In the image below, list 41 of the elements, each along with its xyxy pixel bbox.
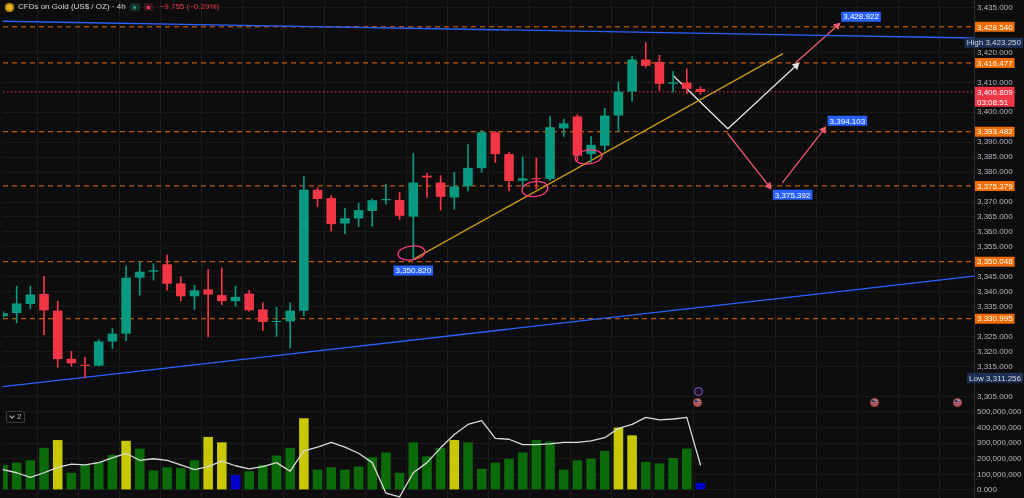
y-tick-label: 3,320.000 — [977, 346, 1014, 356]
y-tick-label: 3,315.000 — [977, 361, 1014, 371]
chart-title: CFDs on Gold (US$ / OZ) · 4h — [18, 2, 126, 12]
toggle-button: 2 — [6, 411, 26, 423]
ref-line-label: 3,406.809 03:08:51 — [977, 87, 1014, 107]
annotation: Low 3,311.256 — [969, 373, 1022, 383]
ref-line-label: 3,330.995 — [977, 314, 1014, 324]
y-tick-label: 3,435.000 — [977, 2, 1014, 12]
y-tick-label: 3,380.000 — [977, 167, 1014, 177]
y-tick-label: 3,355.000 — [977, 242, 1014, 252]
y-tick-label: 3,385.000 — [977, 152, 1014, 162]
y-tick-label: 3,340.000 — [977, 286, 1014, 296]
y-tick-label: 3,345.000 — [977, 272, 1014, 282]
y-tick-label: 3,410.000 — [977, 77, 1014, 87]
y-tick-label: 3,390.000 — [977, 137, 1014, 147]
y-tick-label: 3,325.000 — [977, 331, 1014, 341]
chart-subtitle: −9.755 (−0.29%) — [159, 2, 220, 12]
y-tick-label: 0.000 — [977, 485, 998, 495]
y-tick-label: 300,000,000 — [977, 438, 1023, 448]
y-tick-label: 3,305.000 — [977, 391, 1014, 401]
data-label: 3,375.392 — [774, 190, 811, 200]
data-label: 3,394.103 — [829, 116, 866, 126]
annotation: High 3,423.250 — [966, 38, 1022, 48]
ref-line-label: 3,428.540 — [977, 22, 1014, 32]
data-label: 3,350.820 — [395, 266, 432, 276]
y-tick-label: 400,000,000 — [977, 422, 1023, 432]
y-tick-label: 3,420.000 — [977, 47, 1014, 57]
annotation: 2 — [17, 412, 22, 422]
ref-line-label: 3,375.379 — [977, 181, 1014, 191]
data-label: 3,428.922 — [843, 12, 880, 22]
y-tick-label: 3,400.000 — [977, 107, 1014, 117]
y-tick-label: 100,000,000 — [977, 469, 1023, 479]
y-tick-label: 3,365.000 — [977, 212, 1014, 222]
y-tick-label: 200,000,000 — [977, 453, 1023, 463]
y-tick-label: 3,335.000 — [977, 301, 1014, 311]
y-tick-label: 3,360.000 — [977, 227, 1014, 237]
y-tick-label: 3,370.000 — [977, 197, 1014, 207]
ref-line-label: 3,416.477 — [977, 58, 1014, 68]
ref-line-label: 3,393.482 — [977, 127, 1014, 137]
y-tick-label: 500,000,000 — [977, 407, 1023, 417]
ref-line-label: 3,350.048 — [977, 257, 1014, 267]
